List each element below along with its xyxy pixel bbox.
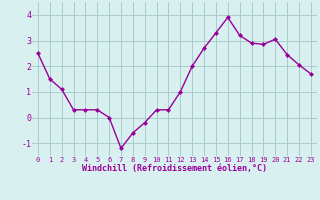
- X-axis label: Windchill (Refroidissement éolien,°C): Windchill (Refroidissement éolien,°C): [82, 164, 267, 173]
